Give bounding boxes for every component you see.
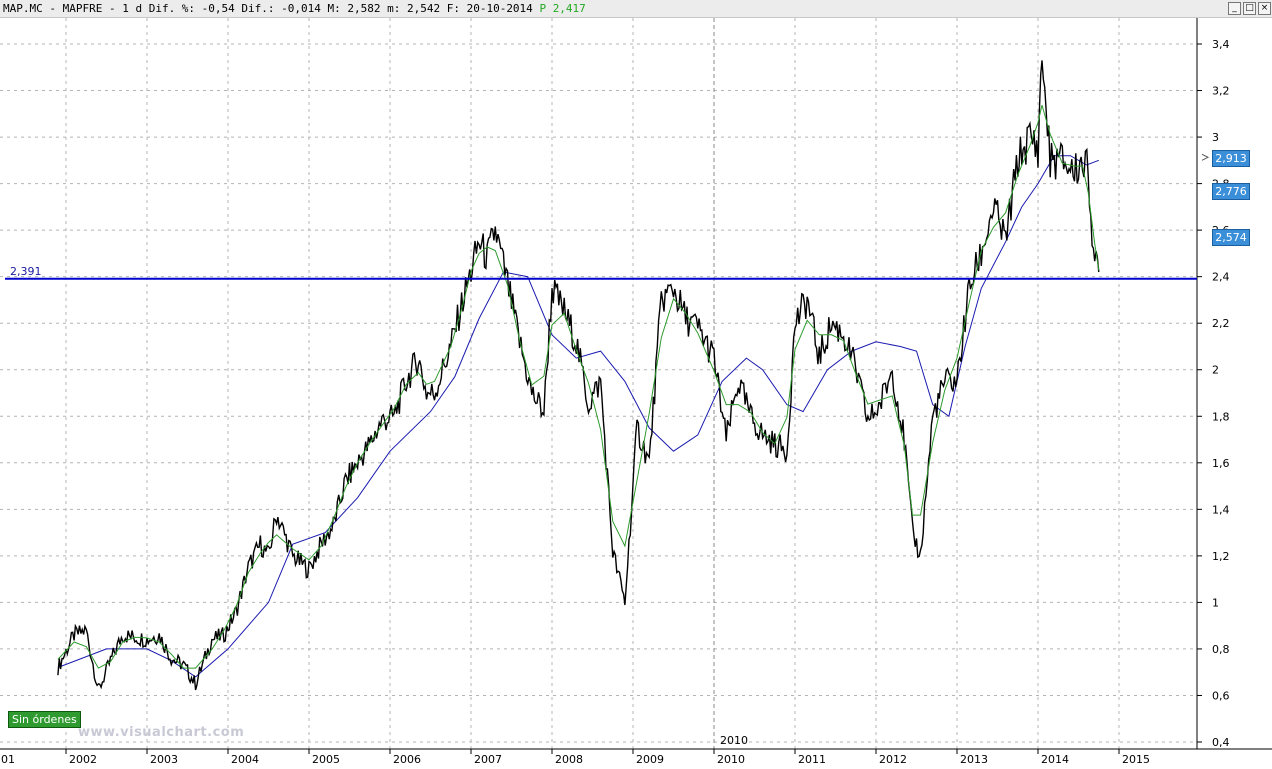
x-axis-ticks: 01 2002 2003 2004 2005 2006 2007 2008 2009 2010 20… <box>1 749 1150 766</box>
price-series-line <box>57 60 1100 691</box>
minimize-button[interactable]: _ <box>1228 2 1241 15</box>
y-axis-ticks: 3,43,232,82,62,42,221,81,61,41,210,80,60… <box>1197 38 1230 749</box>
price-badge-3: 2,574 <box>1212 229 1250 246</box>
x-tick-label: 2012 <box>879 753 907 766</box>
x-tick-label: 2015 <box>1122 753 1150 766</box>
price-badge-2: 2,776 <box>1212 183 1250 200</box>
moving-average-slow-line <box>57 155 1099 678</box>
x-tick-label: 2014 <box>1041 753 1069 766</box>
support-level-label: 2,391 <box>10 265 42 278</box>
price-badge-1: 2,913 <box>1212 150 1250 167</box>
orders-status-badge: Sin órdenes <box>8 711 81 728</box>
y-tick-label: 2,4 <box>1212 271 1230 284</box>
quote-header: MAP.MC - MAPFRE - 1 d Dif. %: -0,54 Dif.… <box>3 0 586 17</box>
price-label: P <box>539 2 547 15</box>
y-tick-label: 2 <box>1212 364 1219 377</box>
title-bar: MAP.MC - MAPFRE - 1 d Dif. %: -0,54 Dif.… <box>0 0 1272 18</box>
y-tick-label: 1,8 <box>1212 410 1230 423</box>
x-tick-label: 2004 <box>231 753 259 766</box>
last-price-arrow-icon <box>1201 153 1210 161</box>
x-tick-label: 2008 <box>555 753 583 766</box>
x-tick-label: 01 <box>1 753 15 766</box>
moving-average-fast-line <box>57 104 1100 669</box>
y-tick-label: 3,2 <box>1212 85 1230 98</box>
x-tick-label: 2010 <box>717 753 745 766</box>
y-tick-label: 2,2 <box>1212 317 1230 330</box>
x-tick-label: 2002 <box>69 753 97 766</box>
x-tick-label: 2013 <box>960 753 988 766</box>
y-tick-label: 0,4 <box>1212 736 1230 749</box>
watermark: www.visualchart.com <box>78 725 245 740</box>
x-tick-label: 2009 <box>636 753 664 766</box>
y-tick-label: 0,6 <box>1212 689 1230 702</box>
x-tick-label: 2003 <box>150 753 178 766</box>
quote-info: MAP.MC - MAPFRE - 1 d Dif. %: -0,54 Dif.… <box>3 2 533 15</box>
y-tick-label: 0,8 <box>1212 643 1230 656</box>
y-tick-label: 3 <box>1212 131 1219 144</box>
y-tick-label: 1 <box>1212 596 1219 609</box>
year-marker-2010: 2010 <box>720 734 748 747</box>
y-tick-label: 1,2 <box>1212 550 1230 563</box>
x-tick-label: 2011 <box>798 753 826 766</box>
price-value: 2,417 <box>552 2 586 15</box>
price-chart[interactable]: 3,43,232,82,62,42,221,81,61,41,210,80,60… <box>0 18 1272 769</box>
y-tick-label: 3,4 <box>1212 38 1230 51</box>
maximize-button[interactable]: □ <box>1243 2 1256 15</box>
x-tick-label: 2006 <box>393 753 421 766</box>
y-tick-label: 1,6 <box>1212 457 1230 470</box>
x-tick-label: 2007 <box>474 753 502 766</box>
y-tick-label: 1,4 <box>1212 503 1230 516</box>
chart-grid <box>0 18 1197 749</box>
close-button[interactable]: × <box>1258 2 1271 15</box>
x-tick-label: 2005 <box>312 753 340 766</box>
